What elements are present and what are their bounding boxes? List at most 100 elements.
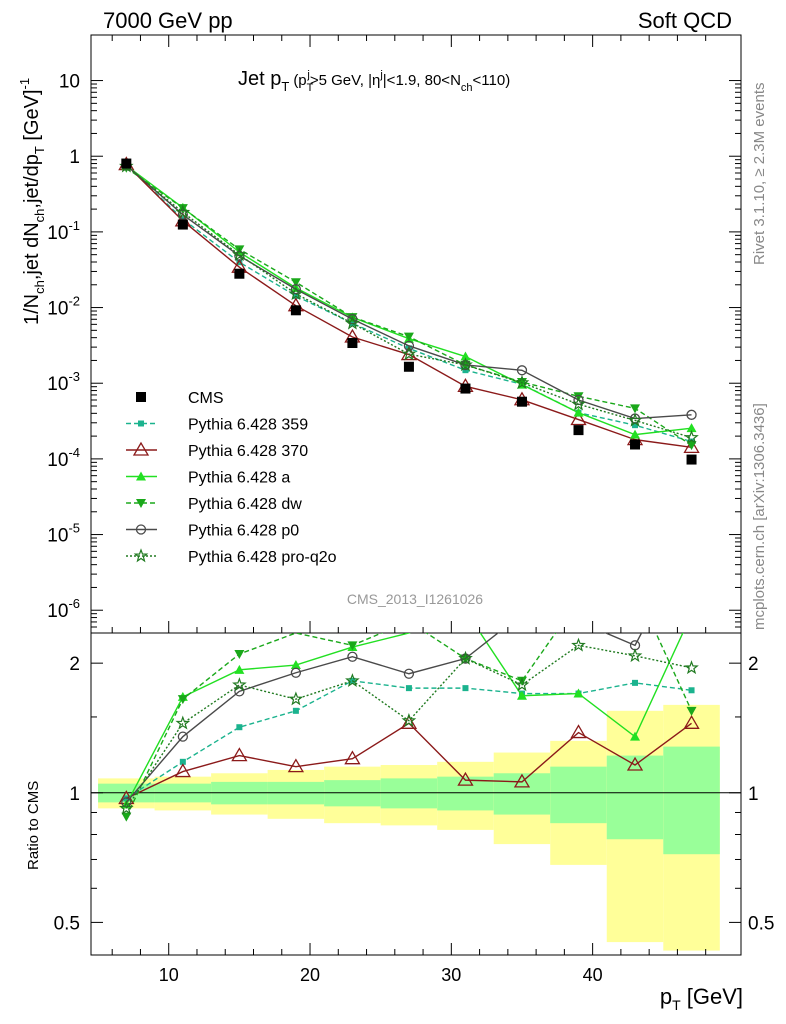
legend-marker <box>136 392 146 402</box>
cms-data-point <box>630 439 641 450</box>
ratio-series-point <box>232 677 247 692</box>
cms-data-point <box>460 383 471 394</box>
main-series-point <box>686 441 697 451</box>
legend-label: Pythia 6.428 p0 <box>188 523 299 540</box>
ratio-series-point <box>627 648 643 663</box>
main-series-point <box>232 247 247 261</box>
band-inner-bin <box>550 766 607 824</box>
y-axis-label-main: 1/Nch,jet dNch,jet/dpT [GeV]-1 <box>17 78 47 325</box>
cms-data-point <box>516 396 527 407</box>
ratio-series-point <box>290 667 302 678</box>
main-series-point <box>288 286 304 301</box>
ratio-series-point <box>626 756 644 771</box>
main-series <box>118 156 700 465</box>
legend-marker <box>138 420 144 427</box>
ratio-series-point <box>405 685 412 692</box>
ratio-series-point <box>287 758 305 773</box>
ratio-series-point <box>403 668 415 679</box>
main-series-point <box>234 250 245 262</box>
energy-label: 7000 GeV pp <box>103 8 233 33</box>
ratio-series-point <box>457 771 474 786</box>
ratio-series-point <box>290 660 301 670</box>
main-series-point <box>570 411 587 426</box>
x-axis-label: pT [GeV] <box>660 984 743 1013</box>
ratio-series-point <box>514 677 530 692</box>
y-axis-label-ratio: Ratio to CMS <box>25 781 42 870</box>
ratio-series-line <box>125 633 684 805</box>
ratio-y-tick-label: 1 <box>69 784 80 805</box>
cms-data-point <box>403 361 414 372</box>
ratio-series-point <box>683 715 700 729</box>
x-tick-label: 10 <box>159 965 179 985</box>
main-series-point <box>514 374 530 390</box>
ratio-series-point <box>177 731 188 742</box>
ratio-y-tick-label: 0.5 <box>54 913 80 934</box>
main-panel-frame <box>90 34 742 634</box>
ratio-series-point <box>121 797 132 808</box>
main-series-point <box>686 409 697 420</box>
ratio-series-point <box>684 660 699 675</box>
cms-data-point <box>121 158 132 169</box>
band-inner-bin <box>663 746 720 855</box>
ratio-series-point <box>234 664 245 674</box>
legend-marker <box>136 471 146 481</box>
ratio-series-point <box>632 679 639 686</box>
main-series-point <box>516 365 528 376</box>
main-series-point <box>290 278 301 288</box>
ratio-series-line <box>125 644 692 809</box>
band-inner-bin <box>380 778 438 809</box>
ratio-series-point <box>516 690 527 700</box>
ratio-series-point <box>292 707 299 714</box>
ratio-series-point <box>234 650 245 660</box>
main-series-point <box>630 404 641 414</box>
x-tick-label: 40 <box>583 965 603 985</box>
process-label: Soft QCD <box>638 8 732 33</box>
y-tick-label: 10-4 <box>47 445 80 471</box>
main-series-point <box>462 367 469 374</box>
legend-label: Pythia 6.428 370 <box>188 443 308 460</box>
main-series-line <box>125 164 692 420</box>
legend-marker <box>135 524 147 535</box>
ratio-series-point <box>400 715 418 729</box>
main-series-point <box>177 204 188 214</box>
plot-title: Jet pT (pTj>5 GeV, |ηj|<1.9, 80<Nch<110) <box>238 68 510 94</box>
main-series-point <box>345 315 360 330</box>
ratio-series-point <box>175 715 191 730</box>
legend-label: Pythia 6.428 pro-q2o <box>188 549 337 566</box>
ratio-panel-frame <box>90 632 742 956</box>
main-series-point <box>458 357 473 372</box>
ratio-series-point <box>570 724 587 739</box>
legend-marker <box>133 548 149 563</box>
main-series-point <box>630 429 641 439</box>
axes-ticks: 10 20 30 40 10 1 10-1 10-2 10-3 10-4 10-5 10-6 0.5 0.… <box>47 35 774 985</box>
ratio-series-point <box>231 747 248 762</box>
ratio-series-point <box>573 688 584 698</box>
x-tick-label: 30 <box>441 965 461 985</box>
ratio-series <box>118 633 700 822</box>
ratio-y-tick-label-right: 2 <box>748 654 759 675</box>
y-tick-label: 10-6 <box>47 596 80 622</box>
ratio-series-point <box>174 763 191 778</box>
ratio-series-point <box>344 750 361 765</box>
ratio-series-point <box>571 637 586 652</box>
legend-label: Pythia 6.428 dw <box>188 496 302 513</box>
side-label-top: Rivet 3.1.10, ≥ 2.3M events <box>751 83 768 266</box>
ratio-y-tick-label-right: 1 <box>748 784 759 805</box>
ratio-series-point <box>401 712 417 728</box>
main-series-point <box>571 396 586 411</box>
ratio-series-point <box>288 691 304 706</box>
ratio-series-point <box>121 812 132 822</box>
legend-marker <box>132 441 150 456</box>
ratio-series-point <box>513 773 531 788</box>
main-series-point <box>236 259 243 266</box>
main-series-point <box>460 351 471 361</box>
cms-data-point <box>290 305 301 316</box>
analysis-id: CMS_2013_I1261026 <box>347 591 483 607</box>
cms-data-point <box>686 454 697 465</box>
cms-data-point <box>347 338 358 349</box>
main-series-point <box>403 340 415 351</box>
x-tick-label: 20 <box>300 965 320 985</box>
main-series-point <box>403 332 414 342</box>
y-tick-label: 10-1 <box>47 218 80 244</box>
y-tick-label: 10-5 <box>47 521 80 547</box>
